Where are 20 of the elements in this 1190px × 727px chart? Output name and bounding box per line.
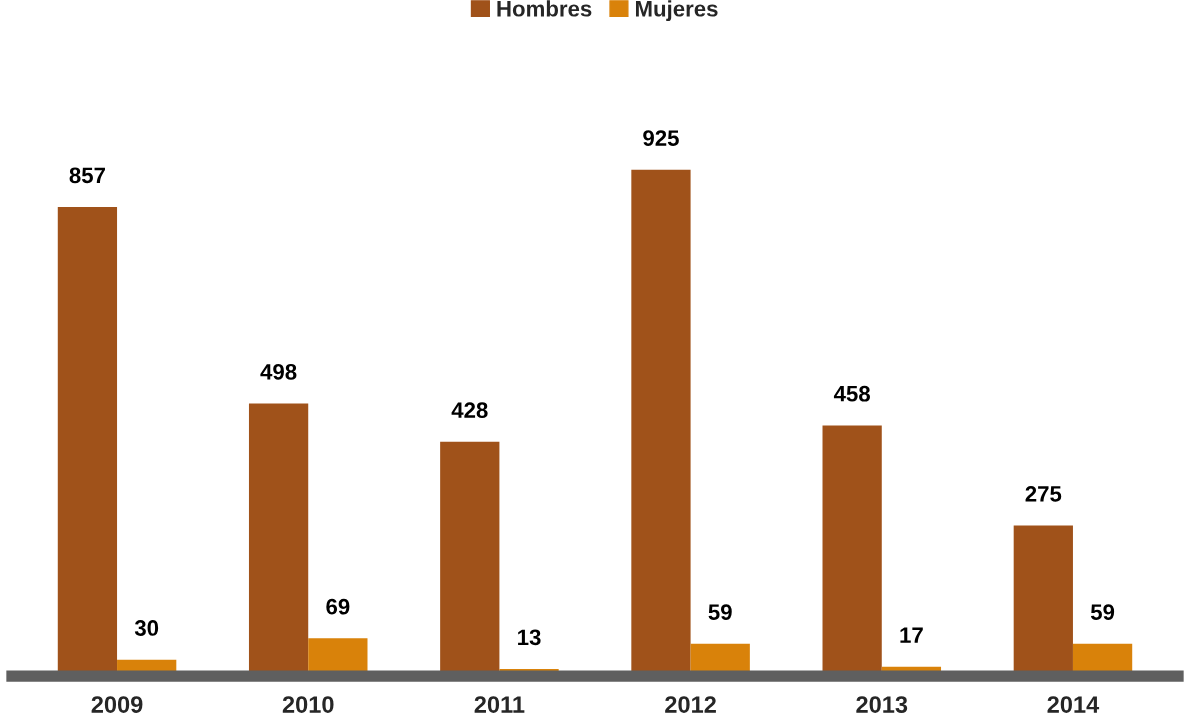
x-tick-label: 2014 [1047, 696, 1100, 713]
x-tick-label: 2009 [91, 696, 143, 713]
data-label: 857 [69, 167, 105, 184]
data-label: 59 [708, 604, 732, 620]
legend-label: Hombres [497, 0, 592, 17]
x-tick-label: 2010 [282, 696, 334, 713]
data-label: 13 [518, 629, 541, 646]
data-label: 498 [260, 363, 297, 380]
x-tick-label: 2012 [665, 696, 716, 713]
legend-label: Mujeres [635, 0, 718, 21]
data-label: 69 [326, 598, 350, 615]
data-label: 275 [1025, 486, 1062, 502]
x-tick-label: 2013 [856, 696, 908, 713]
data-label: 428 [451, 402, 488, 419]
data-label: 458 [833, 385, 870, 402]
x-tick-label: 2011 [474, 696, 525, 713]
data-label: 59 [1090, 604, 1115, 620]
data-label: 925 [643, 130, 679, 146]
data-label: 30 [134, 620, 159, 636]
data-label: 17 [900, 627, 923, 643]
